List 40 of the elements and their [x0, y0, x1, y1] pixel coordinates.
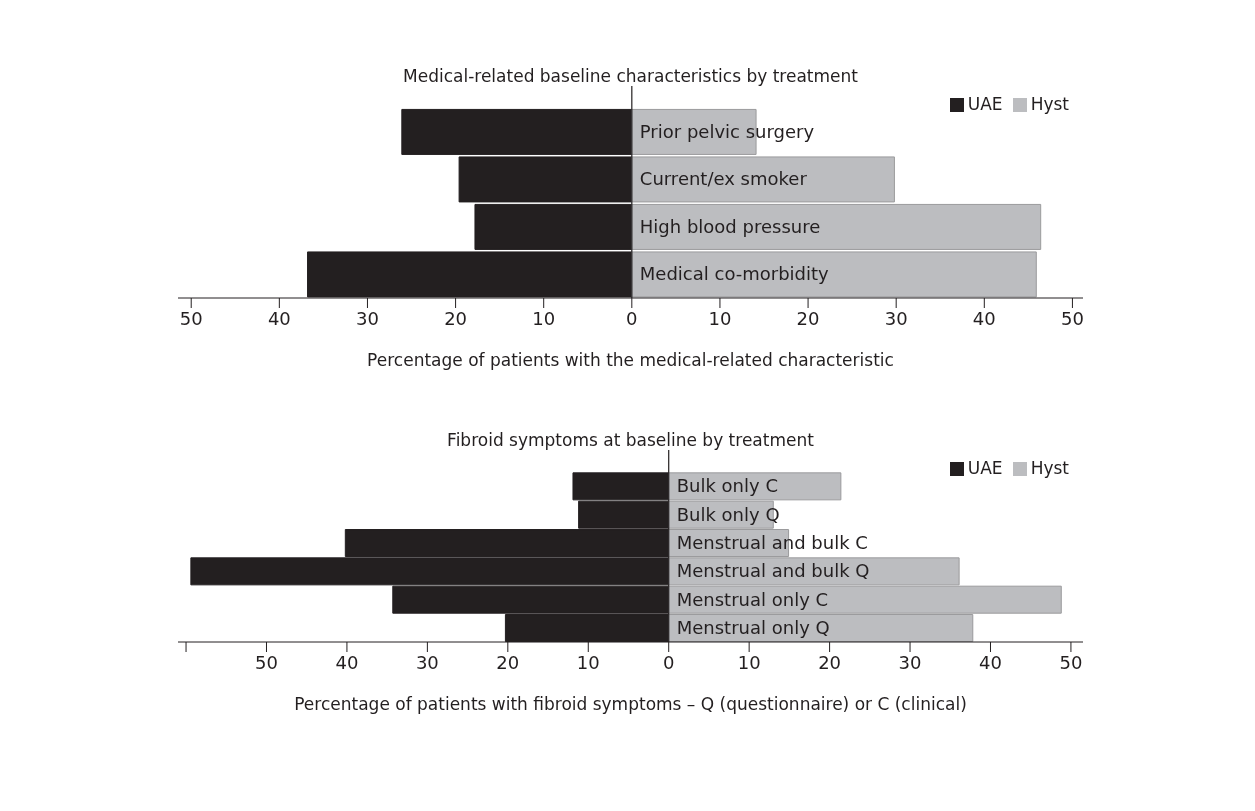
x-axis-title: Percentage of patients with fibroid symptoms – Q (questionnaire) or C (clinical)	[293, 694, 968, 714]
x-tick-label: 40	[979, 651, 1002, 673]
x-tick-label: 20	[444, 307, 468, 329]
x-tick-label: 10	[532, 307, 556, 329]
legend-label: UAE	[967, 94, 1003, 114]
x-tick-label: 30	[884, 307, 908, 329]
chart-title: Medical-related baseline characteristics by treatment	[402, 66, 859, 86]
y-tick-label: Bulk only C	[676, 475, 778, 497]
x-tick-label: 50	[179, 307, 203, 329]
y-tick-label: Medical co-morbidity	[639, 263, 830, 285]
x-tick-label: 10	[737, 651, 761, 673]
x-tick-label: 10	[708, 307, 732, 329]
x-tick-label: 50	[1060, 307, 1084, 329]
x-tick-label: 50	[255, 651, 278, 673]
legend-label: Hyst	[1030, 94, 1069, 114]
legend-label: Hyst	[1030, 458, 1069, 478]
chart-title: Fibroid symptoms at baseline by treatment	[446, 430, 815, 450]
y-tick-label: High blood pressure	[639, 215, 821, 237]
x-tick-label: 0	[626, 307, 638, 329]
y-tick-label: Bulk only Q	[676, 503, 780, 525]
x-tick-label: 20	[796, 307, 820, 329]
x-tick-label: 10	[576, 651, 600, 673]
x-tick-label: 20	[496, 651, 520, 673]
y-tick-label: Current/ex smoker	[639, 168, 808, 190]
x-axis-title: Percentage of patients with the medical-related characteristic	[366, 350, 895, 370]
y-tick-label: Menstrual and bulk Q	[676, 560, 870, 582]
x-tick-label: 30	[898, 651, 922, 673]
legend-label: UAE	[967, 458, 1003, 478]
y-tick-label: Menstrual and bulk C	[676, 532, 868, 554]
x-tick-label: 50	[1059, 651, 1083, 673]
x-tick-label: 30	[356, 307, 379, 329]
y-tick-label: Prior pelvic surgery	[639, 120, 815, 142]
x-tick-label: 20	[818, 651, 842, 673]
y-tick-label: Menstrual only C	[676, 588, 829, 610]
x-tick-label: 0	[662, 651, 675, 673]
y-tick-label: Menstrual only Q	[676, 617, 830, 639]
x-tick-label: 30	[415, 651, 439, 673]
x-tick-label: 40	[267, 307, 291, 329]
x-tick-label: 40	[335, 651, 359, 673]
x-tick-label: 40	[972, 307, 996, 329]
